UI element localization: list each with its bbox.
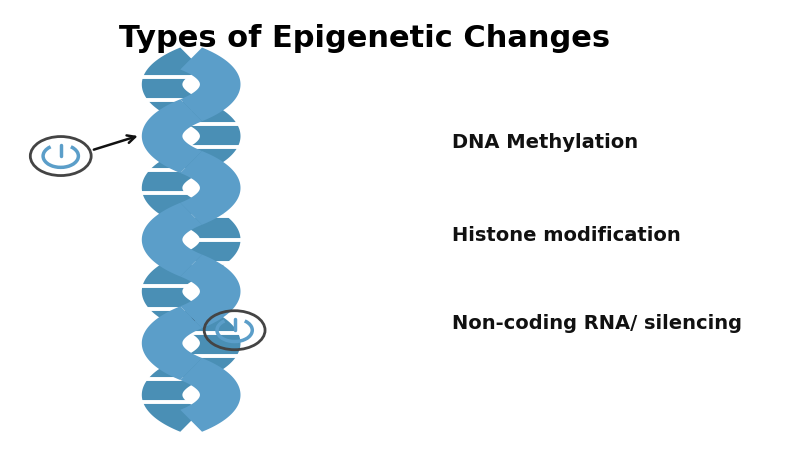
Polygon shape — [142, 306, 202, 380]
Polygon shape — [142, 151, 202, 225]
Polygon shape — [180, 255, 240, 328]
Polygon shape — [142, 99, 202, 173]
Text: DNA Methylation: DNA Methylation — [452, 133, 638, 152]
Polygon shape — [142, 203, 202, 276]
Text: Histone modification: Histone modification — [452, 226, 681, 244]
Polygon shape — [180, 99, 240, 173]
Polygon shape — [142, 255, 202, 328]
Polygon shape — [142, 47, 202, 121]
Polygon shape — [142, 358, 202, 432]
Polygon shape — [180, 203, 240, 276]
Polygon shape — [180, 47, 240, 121]
Polygon shape — [180, 306, 240, 380]
Text: Types of Epigenetic Changes: Types of Epigenetic Changes — [120, 24, 611, 53]
Polygon shape — [180, 151, 240, 225]
Polygon shape — [180, 358, 240, 432]
Text: Non-coding RNA/ silencing: Non-coding RNA/ silencing — [452, 314, 742, 333]
